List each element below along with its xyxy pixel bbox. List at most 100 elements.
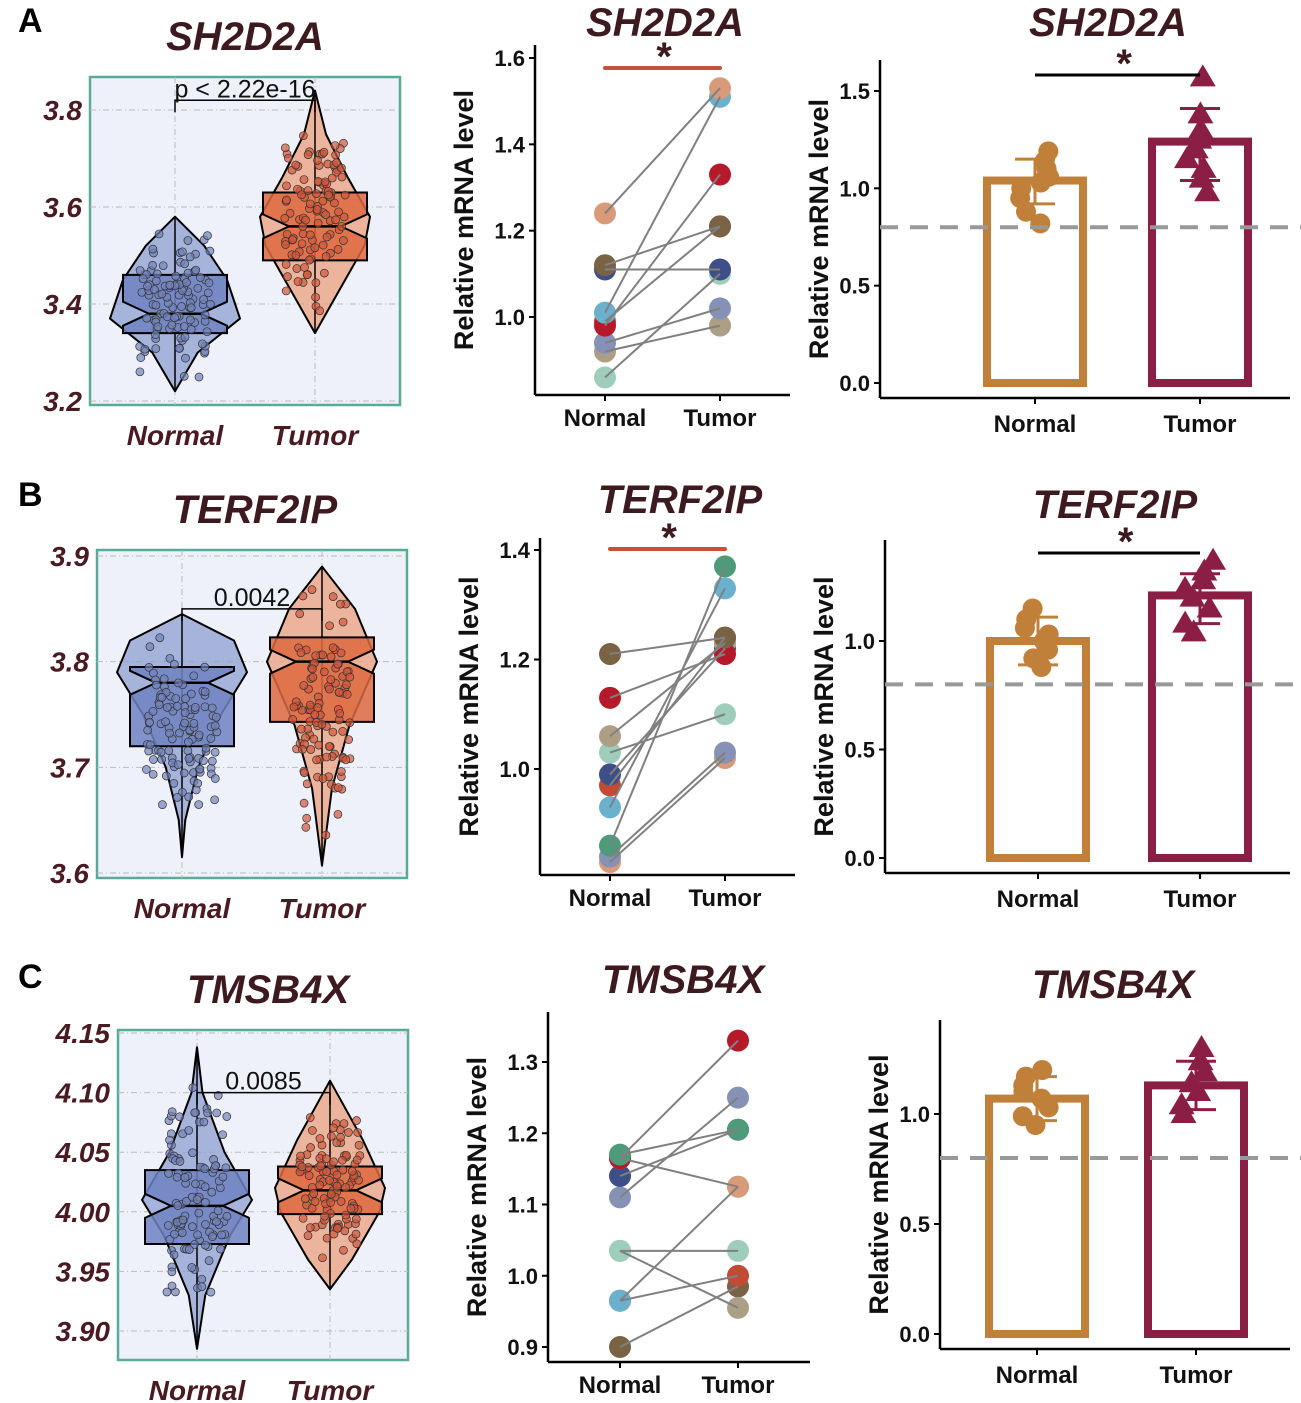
- jitter-point: [305, 1113, 315, 1122]
- jitter-point: [324, 742, 334, 751]
- jitter-point: [308, 672, 318, 682]
- y-tick-label: 1.6: [494, 46, 525, 71]
- y-tick-label: 3.9: [50, 541, 89, 572]
- jitter-point: [157, 692, 167, 702]
- data-point: [1038, 141, 1059, 162]
- pair-line: [604, 87, 721, 215]
- data-point: [1038, 624, 1059, 645]
- y-tick-label: 3.95: [56, 1256, 111, 1287]
- pair-line: [619, 1096, 739, 1199]
- jitter-point: [169, 778, 179, 788]
- jitter-point: [187, 1222, 197, 1231]
- jitter-point: [322, 1233, 332, 1243]
- jitter-point: [299, 768, 309, 778]
- x-tick-label: Normal: [994, 411, 1077, 438]
- x-tick-label: Normal: [127, 420, 225, 451]
- jitter-point: [303, 150, 313, 159]
- jitter-point: [161, 717, 170, 727]
- jitter-point: [310, 1197, 320, 1206]
- jitter-point: [180, 708, 190, 718]
- jitter-point: [203, 1108, 212, 1118]
- jitter-point: [325, 1176, 334, 1185]
- jitter-point: [181, 1197, 191, 1206]
- jitter-point: [299, 681, 309, 690]
- jitter-point: [193, 1230, 202, 1240]
- jitter-point: [345, 718, 355, 728]
- jitter-point: [333, 1224, 342, 1233]
- x-tick-label: Normal: [149, 1375, 247, 1403]
- jitter-point: [311, 278, 321, 288]
- jitter-point: [301, 215, 310, 225]
- jitter-point: [199, 295, 208, 304]
- data-point: [1011, 178, 1032, 199]
- jitter-point: [333, 659, 343, 669]
- significance-star: *: [1116, 520, 1134, 564]
- jitter-point: [199, 1117, 209, 1127]
- jitter-point: [302, 779, 312, 789]
- data-point: [1172, 610, 1199, 633]
- jitter-point: [159, 674, 169, 684]
- jitter-point: [315, 1180, 325, 1190]
- pair-line: [604, 173, 721, 327]
- y-axis-label: Relative mRNA level: [864, 1054, 894, 1314]
- jitter-point: [180, 1173, 190, 1182]
- jitter-point: [201, 743, 211, 753]
- jitter-point: [332, 1170, 342, 1180]
- jitter-point: [336, 648, 346, 658]
- jitter-point: [296, 1151, 305, 1161]
- jitter-point: [218, 1130, 227, 1140]
- jitter-point: [283, 272, 292, 281]
- y-axis-label: Relative mRNA level: [804, 99, 834, 359]
- jitter-point: [340, 1226, 350, 1236]
- jitter-point: [288, 235, 297, 245]
- jitter-point: [312, 189, 321, 199]
- jitter-point: [305, 199, 315, 209]
- x-tick-label: Normal: [564, 405, 647, 432]
- pair-line: [604, 324, 721, 353]
- jitter-point: [206, 734, 216, 743]
- jitter-point: [167, 1107, 177, 1117]
- jitter-point: [165, 728, 174, 738]
- jitter-point: [312, 205, 322, 214]
- chart-title: SH2D2A: [586, 1, 744, 45]
- pair-line: [604, 225, 721, 323]
- jitter-point: [145, 717, 155, 727]
- jitter-point: [336, 767, 346, 776]
- pair-line: [609, 566, 726, 847]
- jitter-point: [309, 734, 319, 744]
- comparison-bracket: [196, 1091, 331, 1105]
- data-point: [1178, 1070, 1205, 1093]
- jitter-point: [211, 712, 221, 722]
- jitter-point: [174, 343, 184, 353]
- jitter-point: [211, 1161, 220, 1171]
- jitter-point: [203, 288, 213, 298]
- jitter-point: [339, 212, 349, 222]
- jitter-point: [313, 156, 322, 165]
- jitter-point: [200, 702, 210, 712]
- jitter-point: [280, 143, 290, 153]
- jitter-point: [143, 725, 153, 735]
- jitter-point: [173, 678, 183, 688]
- jitter-point: [206, 1287, 216, 1297]
- pair-line: [609, 587, 726, 808]
- pair-line: [619, 1157, 739, 1188]
- jitter-point: [140, 344, 150, 354]
- data-point: [1012, 1106, 1033, 1127]
- jitter-point: [322, 752, 331, 762]
- jitter-point: [325, 621, 334, 631]
- jitter-point: [189, 719, 199, 728]
- y-tick-label: 1.2: [494, 219, 525, 244]
- jitter-point: [177, 1228, 187, 1238]
- jitter-point: [296, 724, 306, 734]
- jitter-point: [303, 1231, 313, 1240]
- jitter-point: [200, 687, 210, 697]
- jitter-point: [328, 643, 338, 653]
- jitter-point: [307, 585, 317, 594]
- pair-line: [604, 225, 721, 267]
- jitter-point: [143, 281, 152, 291]
- jitter-point: [326, 1198, 335, 1207]
- jitter-point: [179, 371, 189, 381]
- jitter-point: [351, 1214, 361, 1224]
- jitter-point: [333, 809, 343, 819]
- jitter-point: [191, 265, 201, 275]
